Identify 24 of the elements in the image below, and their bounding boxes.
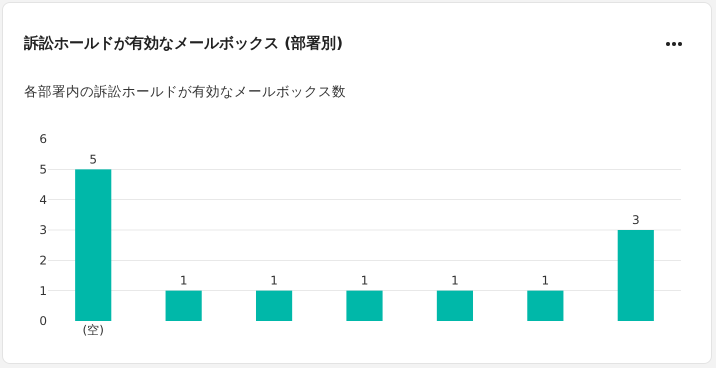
y-tick-label: 0	[39, 314, 47, 328]
chart-title: 訴訟ホールドが有効なメールボックス (部署別)	[24, 34, 343, 53]
data-label: 1	[180, 274, 188, 288]
data-label: 1	[270, 274, 278, 288]
data-label: 3	[632, 213, 640, 227]
y-tick-label: 4	[39, 192, 47, 207]
bar	[166, 290, 202, 321]
y-tick-label: 5	[39, 162, 47, 177]
bar	[527, 290, 564, 321]
x-tick-label: (空)	[82, 323, 104, 337]
data-label: 1	[360, 274, 368, 288]
data-label: 1	[542, 274, 550, 288]
bar	[75, 169, 112, 321]
y-tick-label: 2	[39, 254, 47, 268]
y-tick-label: 1	[39, 284, 47, 298]
y-tick-label: 3	[39, 223, 47, 238]
bar	[436, 290, 474, 321]
bar	[256, 290, 292, 321]
bar	[346, 290, 383, 321]
y-tick-label: 6	[39, 132, 47, 146]
data-label: 5	[89, 152, 98, 166]
bar	[618, 230, 654, 321]
chart-subtitle: 各部署内の訴訟ホールドが有効なメールボックス数	[24, 83, 346, 101]
data-label: 1	[451, 274, 459, 288]
